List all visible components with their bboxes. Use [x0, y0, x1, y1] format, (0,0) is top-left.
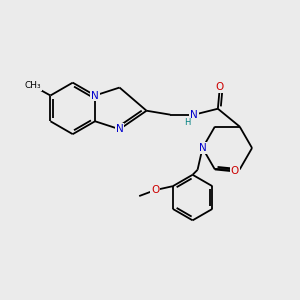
Text: N: N	[116, 124, 123, 134]
Text: N: N	[91, 91, 99, 100]
Text: N: N	[190, 110, 198, 120]
Text: O: O	[151, 185, 159, 195]
Text: H: H	[184, 118, 190, 127]
Text: O: O	[231, 167, 239, 176]
Text: CH₃: CH₃	[24, 81, 41, 90]
Text: O: O	[216, 82, 224, 92]
Text: N: N	[199, 143, 206, 153]
